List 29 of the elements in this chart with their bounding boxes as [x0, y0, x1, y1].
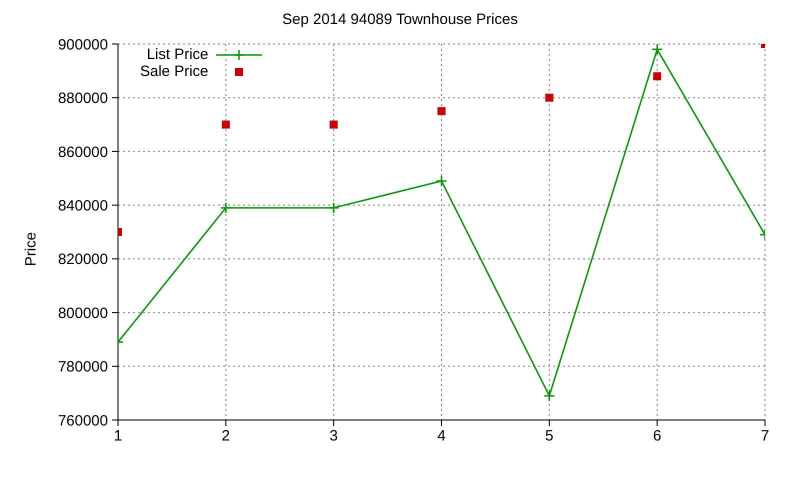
x-tick-label: 1	[114, 428, 122, 445]
point	[330, 120, 338, 129]
legend-label: List Price	[146, 46, 208, 63]
y-tick-label: 760000	[58, 412, 108, 430]
y-tick-label: 860000	[58, 144, 108, 161]
y-tick-label: 900000	[58, 36, 108, 54]
y-tick-label: 820000	[58, 251, 108, 268]
point	[328, 202, 340, 214]
y-tick-label: 780000	[58, 358, 108, 376]
point	[220, 202, 232, 214]
y-tick-label: 880000	[58, 90, 108, 108]
chart-title: Sep 2014 94089 Townhouse Prices	[281, 11, 519, 28]
point	[653, 72, 662, 80]
point	[436, 175, 448, 187]
x-tick-label: 3	[329, 428, 338, 445]
y-tick-label: 800000	[58, 304, 108, 322]
x-tick-label: 6	[652, 428, 662, 445]
x-tick-label: 4	[437, 428, 446, 445]
x-tick-label: 2	[222, 428, 230, 445]
point	[545, 94, 554, 102]
x-tick-label: 5	[545, 428, 554, 445]
y-tick-label: 840000	[58, 197, 108, 214]
legend-label: Sale Price	[140, 63, 208, 80]
point	[222, 120, 230, 129]
point	[651, 44, 663, 56]
y-axis-title: Price	[22, 232, 40, 266]
point	[544, 390, 556, 402]
point	[438, 107, 446, 116]
x-tick-label: 7	[760, 428, 770, 445]
